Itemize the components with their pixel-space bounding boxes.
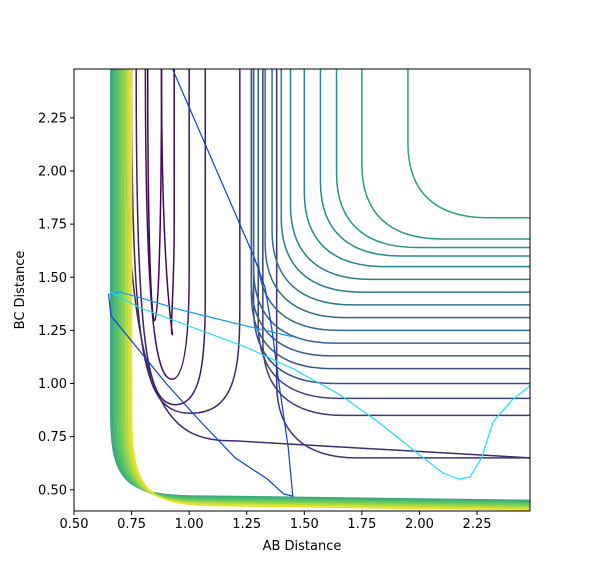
- contour-line-4: [130, 69, 241, 415]
- contour-line-open-11: [289, 69, 530, 281]
- contour-line-1: [160, 69, 175, 336]
- y-tick-label: 1.00: [38, 377, 67, 392]
- contour-line-open-10: [280, 69, 530, 293]
- contour-line-open-14: [335, 69, 530, 249]
- trajectory-layer: [107, 69, 530, 497]
- contour-line-open-7: [257, 69, 530, 332]
- contour-line-open-16: [407, 69, 530, 219]
- plot-frame: [73, 68, 531, 512]
- x-tick-label: 0.75: [117, 517, 146, 532]
- trajectory-line-2: [110, 291, 530, 480]
- contour-line-open-8: [264, 69, 530, 319]
- contour-line-open-4: [250, 69, 530, 370]
- y-axis-label: BC Distance: [13, 251, 28, 330]
- contour-line-open-13: [319, 69, 530, 257]
- x-tick-label: 0.50: [60, 517, 89, 532]
- y-tick-label: 2.00: [38, 165, 67, 180]
- contour-line-open-6: [252, 69, 530, 344]
- x-tick-label: 2.00: [405, 517, 434, 532]
- y-tick-label: 1.75: [38, 218, 67, 233]
- contour-line-open-12: [303, 69, 530, 268]
- y-tick-label: 0.50: [38, 483, 67, 498]
- contour-line-open-15: [361, 69, 530, 240]
- x-tick-label: 1.25: [232, 517, 261, 532]
- contour-line-open-1: [262, 69, 530, 417]
- contour-line-wall-15: [130, 69, 530, 511]
- y-tick-label: 1.25: [38, 324, 67, 339]
- y-tick-label: 0.75: [38, 430, 67, 445]
- x-axis-label: AB Distance: [263, 539, 342, 554]
- x-tick-label: 2.25: [463, 517, 492, 532]
- y-axis: 0.50 0.75 1.00 1.25 1.50 1.75 2.00 2.25: [38, 111, 74, 498]
- contour-line-open-9: [271, 69, 530, 306]
- contour-line-open-0: [275, 69, 530, 459]
- contour-line-2: [144, 69, 190, 381]
- x-tick-label: 1.75: [347, 517, 376, 532]
- trajectory-line-0: [107, 69, 294, 497]
- contour-line-0: [146, 69, 163, 322]
- x-tick-label: 1.50: [290, 517, 319, 532]
- trajectory-line-1: [108, 291, 293, 338]
- contour-layer: [110, 69, 530, 511]
- contour-line-open-5: [250, 69, 530, 357]
- y-tick-label: 1.50: [38, 271, 67, 286]
- contour-line-3: [135, 69, 207, 406]
- y-tick-label: 2.25: [38, 111, 67, 126]
- x-tick-label: 1.00: [175, 517, 204, 532]
- x-axis: 0.50 0.75 1.00 1.25 1.50 1.75 2.00 2.25: [60, 511, 492, 532]
